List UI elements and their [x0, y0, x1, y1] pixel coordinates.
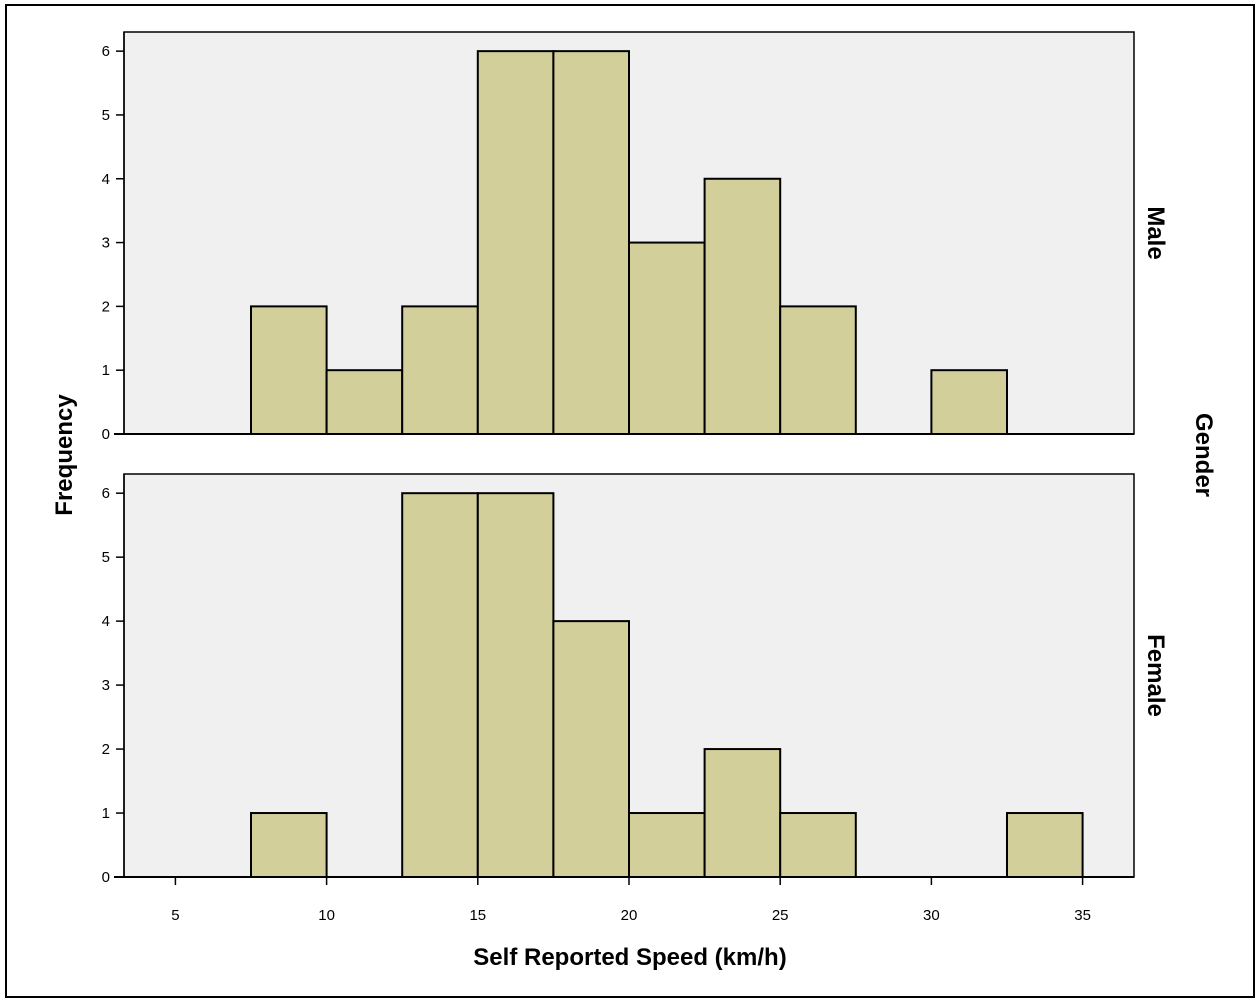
histogram-bar [250, 305, 328, 435]
histogram-bar [401, 305, 479, 435]
x-tick-label: 15 [469, 907, 486, 924]
y-tick-label: 5 [102, 549, 110, 566]
histogram-bar [476, 492, 555, 878]
histogram-bar [930, 369, 1008, 436]
histogram-bar [476, 50, 555, 436]
y-tick-label: 6 [102, 485, 110, 502]
panels-layer: 0 1 2 3 4 5 6 Male 0 1 2 3 4 5 6 Female [102, 31, 1169, 886]
histogram-bar [325, 369, 404, 436]
y-tick-label: 1 [102, 805, 110, 822]
y-tick-label: 0 [102, 869, 110, 886]
y-tick-label: 3 [102, 235, 110, 252]
x-tick-label: 25 [772, 907, 789, 924]
histogram-bar [628, 812, 706, 878]
x-axis: 5 10 15 20 25 30 35 [171, 877, 1091, 924]
y-tick-label: 1 [102, 362, 110, 379]
panel-female: 0 1 2 3 4 5 6 Female [102, 473, 1169, 886]
histogram-bar [250, 812, 328, 878]
y-tick-label: 0 [102, 426, 110, 443]
histogram-bar [703, 177, 782, 435]
histogram-bar [779, 305, 857, 435]
histogram-bar [628, 241, 706, 435]
histogram-bar [779, 812, 857, 878]
x-tick-label: 30 [923, 907, 940, 924]
y-tick-label: 4 [102, 171, 110, 188]
panel-label-female: Female [1142, 634, 1169, 717]
x-tick-label: 35 [1074, 907, 1091, 924]
y-tick-label: 3 [102, 677, 110, 694]
histogram-bar [401, 492, 479, 878]
histogram-bar [1005, 812, 1084, 878]
x-tick-label: 5 [171, 907, 179, 924]
x-tick-label: 10 [318, 907, 335, 924]
panel-label-male: Male [1142, 206, 1169, 259]
x-tick-label: 20 [621, 907, 638, 924]
histogram-bar [552, 620, 630, 879]
facet-title: Gender [1190, 413, 1217, 497]
y-tick-label: 4 [102, 613, 110, 630]
x-axis-title: Self Reported Speed (km/h) [473, 944, 786, 971]
y-tick-label: 6 [102, 43, 110, 60]
y-tick-label: 5 [102, 107, 110, 124]
panel-male: 0 1 2 3 4 5 6 Male [102, 31, 1169, 443]
y-tick-label: 2 [102, 741, 110, 758]
y-axis-title: Frequency [51, 394, 78, 516]
histogram-bar [703, 748, 782, 878]
y-tick-label: 2 [102, 298, 110, 315]
histogram-bar [552, 50, 630, 436]
